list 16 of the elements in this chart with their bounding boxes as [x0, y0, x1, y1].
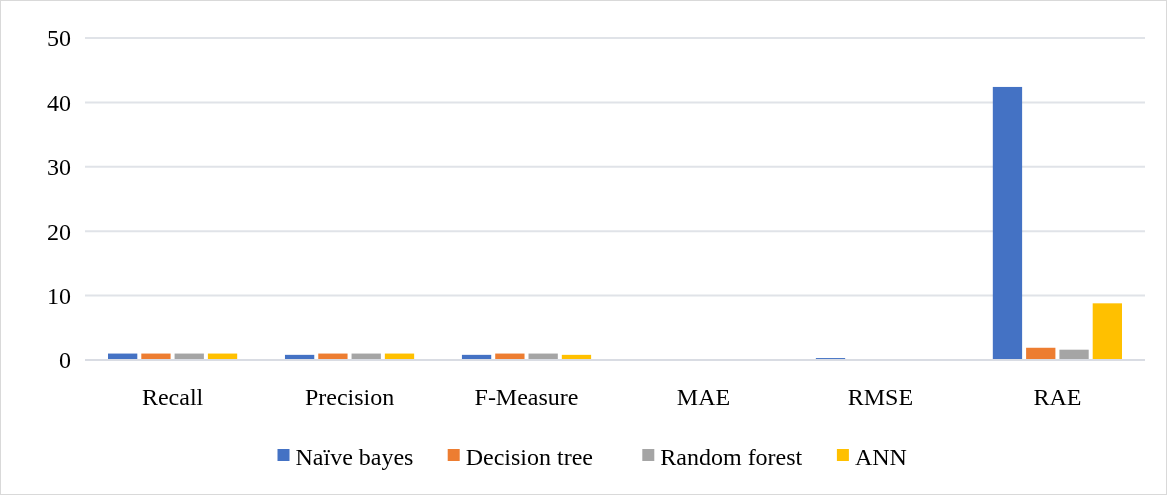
- y-tick-label: 30: [47, 154, 71, 181]
- x-tick-label: RAE: [1033, 384, 1082, 410]
- y-tick-label: 20: [47, 218, 71, 245]
- legend-label: Decision tree: [465, 444, 593, 471]
- legend-label: ANN: [854, 444, 907, 471]
- y-tick-label: 0: [59, 347, 71, 374]
- y-tick-label: 40: [47, 89, 71, 116]
- y-tick-label: 10: [47, 283, 71, 309]
- x-tick-label: RMSE: [847, 384, 914, 410]
- x-tick-label: Recall: [141, 384, 204, 410]
- y-tick-label: 50: [47, 25, 71, 52]
- legend-label: Random forest: [660, 444, 803, 471]
- x-tick-label: F-Measure: [474, 384, 579, 410]
- x-tick-label: MAE: [676, 384, 731, 410]
- legend-label: Naïve bayes: [295, 444, 414, 471]
- x-tick-label: Precision: [304, 384, 395, 410]
